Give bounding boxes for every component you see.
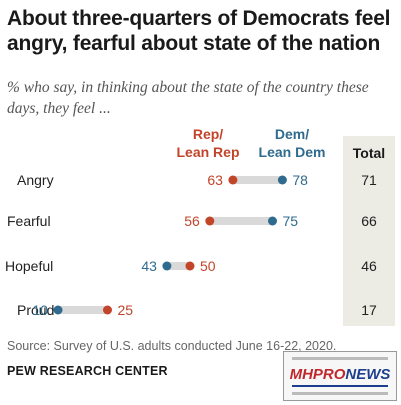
watermark-pro: PRO [312,366,346,383]
watermark-logo: MHPRONEWS [283,351,397,401]
chart-subtitle: % who say, in thinking about the state o… [7,79,369,117]
dem-value-hopeful: 43 [141,258,157,274]
header-rep-line2: Lean Rep [176,144,240,160]
watermark-fine-print-bottom [292,392,388,395]
header-rep-line1: Rep/ [192,126,224,142]
row-label-proud: Proud [17,302,55,318]
dem-value-angry: 78 [292,172,308,188]
watermark-underline [292,385,388,387]
rep-dot-hopeful [185,261,195,271]
rep-value-proud: 25 [118,302,134,318]
dem-dot-fearful [268,216,277,226]
row-label-fearful: Fearful [7,213,51,229]
watermark-fine-print-top [292,357,388,360]
header-total: Total [352,145,386,161]
total-value-angry: 71 [361,172,377,188]
watermark-mh: MH [289,366,313,383]
total-value-fearful: 66 [361,213,377,229]
rep-value-angry: 63 [207,172,223,188]
total-column-background [343,136,395,326]
watermark-news: NEWS [345,366,391,383]
header-rep: Rep/ Lean Rep [163,125,253,161]
chart-title: About three-quarters of Democrats feel a… [7,7,391,55]
header-dem: Dem/ Lean Dem [250,125,334,161]
dem-dot-angry [277,175,287,185]
dem-value-fearful: 75 [283,213,299,229]
total-value-hopeful: 46 [361,258,377,274]
dem-value-proud: 10 [32,302,48,318]
rep-dot-proud [103,305,112,315]
watermark-wordmark: MHPRONEWS [284,366,396,383]
row-label-hopeful: Hopeful [5,258,54,274]
rep-dot-angry [228,175,238,185]
rep-value-hopeful: 50 [200,258,216,274]
brand-name: PEW RESEARCH CENTER [7,364,168,378]
dem-dot-hopeful [162,261,172,271]
header-dem-line1: Dem/ [274,126,310,142]
total-value-proud: 17 [361,302,377,318]
header-dem-line2: Lean Dem [258,144,326,160]
source-note: Source: Survey of U.S. adults conducted … [7,339,337,353]
dem-dot-proud [53,305,63,315]
rep-value-fearful: 56 [184,213,200,229]
rep-dot-fearful [205,216,215,226]
row-label-angry: Angry [17,172,54,188]
